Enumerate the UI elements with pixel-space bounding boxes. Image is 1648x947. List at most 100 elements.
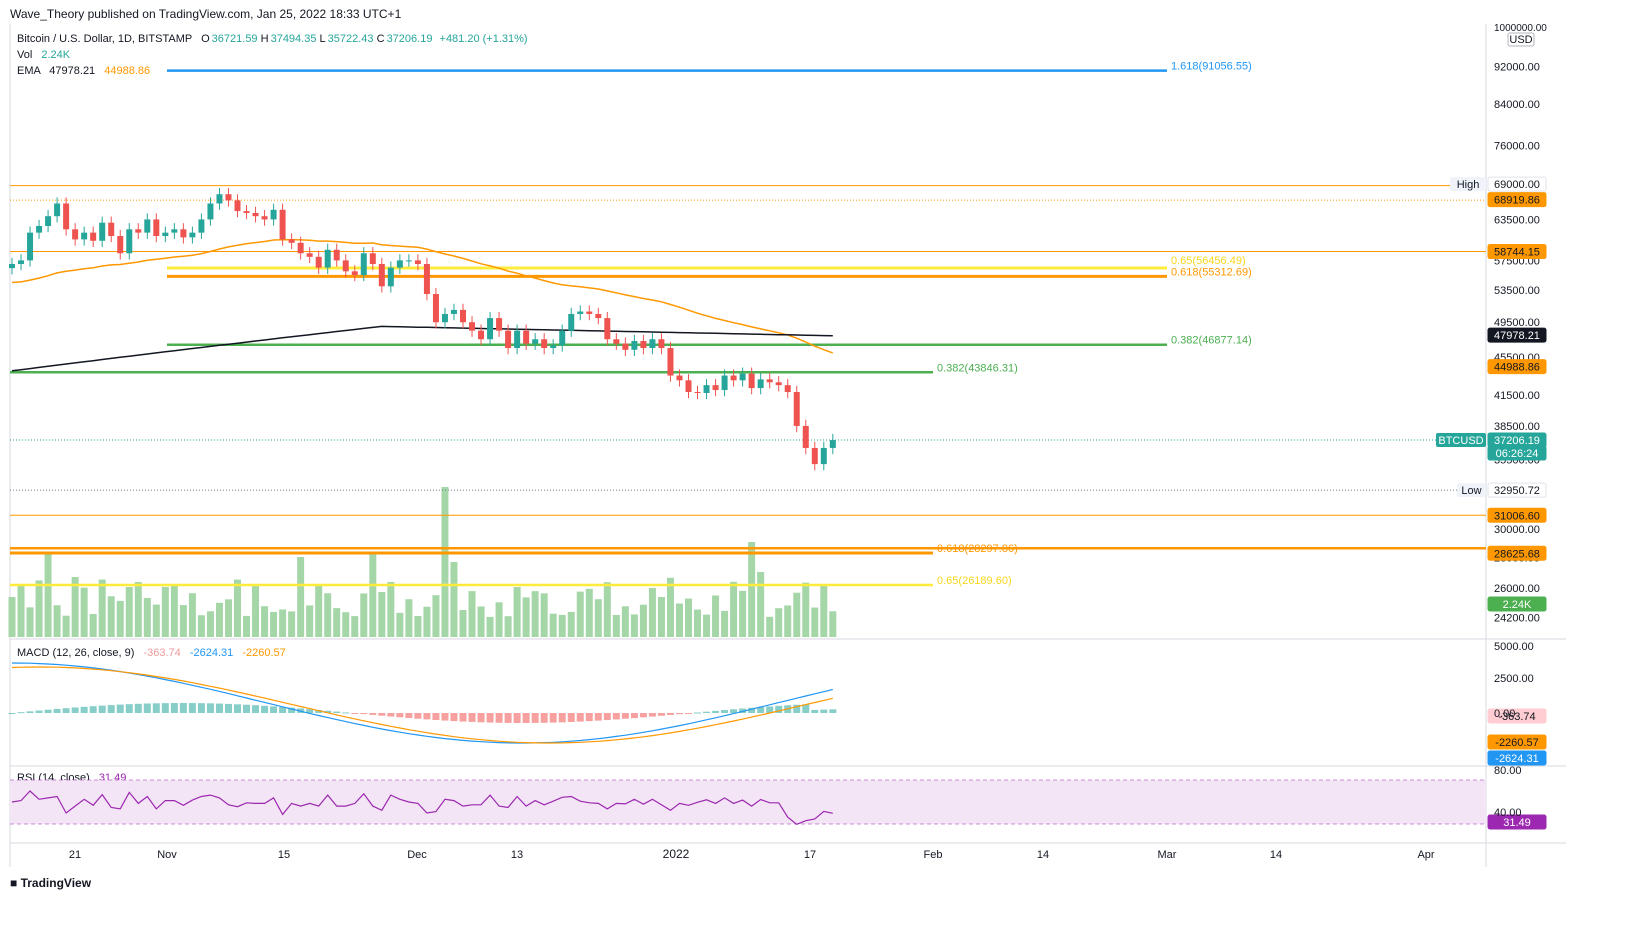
rsi-axis-tick: 80.00	[1494, 765, 1522, 777]
macd-histogram-bar	[315, 709, 323, 713]
candle-body	[108, 222, 115, 237]
candle-body	[739, 373, 746, 381]
price-tag	[1487, 482, 1547, 498]
candle-body	[387, 267, 394, 287]
time-axis-tick: 15	[278, 849, 290, 861]
volume-bar	[504, 616, 512, 637]
macd-histogram-bar	[703, 711, 711, 713]
volume-bar	[648, 587, 656, 637]
volume-bar	[603, 582, 611, 637]
price-tag	[1487, 734, 1547, 750]
price-tag-value: 2.24K	[1503, 599, 1532, 611]
macd-signal-line	[11, 666, 833, 744]
volume-bar	[721, 610, 729, 637]
candle-body	[802, 425, 809, 448]
price-tag-label: BTCUSD	[1438, 435, 1483, 447]
macd-histogram-bar	[116, 704, 124, 713]
volume-bar	[387, 581, 395, 637]
time-axis-tick: 14	[1270, 849, 1282, 861]
macd-histogram-bar	[721, 710, 729, 713]
macd-histogram-bar	[675, 713, 683, 715]
volume-bar	[549, 613, 557, 637]
candle-body	[748, 373, 755, 389]
macd-histogram-bar	[712, 710, 720, 713]
macd-histogram-bar	[748, 707, 756, 713]
macd-histogram-bar	[477, 713, 485, 723]
macd-histogram-bar	[621, 713, 629, 719]
price-tag	[1487, 507, 1547, 523]
macd-histogram-bar	[486, 713, 494, 723]
volume-bar	[793, 592, 801, 637]
volume-bar	[748, 542, 756, 637]
price-tag-value: 37206.19	[1494, 435, 1540, 447]
macd-histogram-bar	[820, 709, 828, 713]
candle-body	[586, 311, 593, 314]
macd-histogram-bar	[766, 706, 774, 713]
volume-bar	[26, 607, 34, 637]
candle-body	[441, 313, 448, 323]
candle-body	[180, 229, 187, 238]
volume-bar	[459, 610, 467, 637]
volume-bar	[441, 487, 449, 637]
macd-histogram-bar	[432, 713, 440, 720]
candle-body	[423, 263, 430, 295]
candle-body	[487, 318, 494, 340]
volume-bar	[657, 597, 665, 637]
volume-bar	[378, 592, 386, 637]
macd-histogram-bar	[603, 713, 611, 721]
volume-bar	[143, 597, 151, 637]
macd-histogram-bar	[197, 703, 205, 713]
volume-bar	[685, 598, 692, 637]
volume-bar	[224, 599, 232, 637]
macd-histogram-bar	[98, 705, 106, 713]
candle-body	[568, 313, 575, 331]
macd-histogram-bar	[234, 704, 241, 713]
macd-histogram-bar	[179, 703, 187, 713]
price-axis-tick: 53500.00	[1494, 285, 1540, 297]
macd-histogram-bar	[279, 707, 287, 713]
price-tag-value: -2260.57	[1495, 737, 1538, 749]
macd-histogram-bar	[342, 712, 350, 714]
volume-bar	[152, 604, 160, 637]
currency-label: USD	[1509, 34, 1532, 46]
candle-body	[414, 260, 421, 264]
rsi-line	[11, 790, 833, 825]
volume-bar	[540, 593, 548, 637]
volume-bar	[477, 606, 485, 637]
volume-bar	[531, 591, 539, 637]
macd-histogram-bar	[576, 713, 584, 722]
candle-body	[784, 385, 791, 393]
volume-bar	[775, 608, 783, 637]
time-axis-tick: Nov	[157, 849, 177, 861]
volume-bar	[675, 603, 683, 637]
candle-body	[234, 200, 241, 212]
candle-body	[261, 216, 268, 220]
macd-histogram-bar	[775, 705, 783, 713]
currency-badge	[1507, 32, 1535, 47]
macd-histogram-bar	[657, 713, 665, 716]
time-axis-tick: Dec	[407, 849, 427, 861]
volume-bar	[342, 612, 350, 637]
volume-bar	[585, 588, 593, 637]
macd-histogram-bar	[215, 703, 223, 713]
candle-body	[135, 229, 142, 233]
price-tag-value: 06:26:24	[1496, 448, 1539, 460]
macd-histogram-bar	[143, 703, 151, 713]
time-axis-tick: 2022	[663, 847, 690, 861]
macd-axis-tick: 2500.00	[1494, 673, 1534, 685]
volume-bar	[558, 614, 566, 637]
candle-body	[72, 229, 79, 240]
candle-body	[450, 309, 457, 314]
volume-bar	[766, 616, 774, 637]
candle-body	[342, 260, 349, 272]
price-tag	[1487, 545, 1547, 561]
volume-bar	[170, 584, 178, 637]
price-tag-value: 68919.86	[1494, 195, 1540, 207]
candle-body	[730, 375, 737, 381]
candle-body	[721, 375, 728, 391]
macd-histogram-bar	[450, 713, 458, 722]
price-tag-value: 69000.00	[1494, 179, 1540, 191]
time-axis-tick: 21	[69, 849, 81, 861]
macd-histogram-bar	[513, 713, 521, 723]
